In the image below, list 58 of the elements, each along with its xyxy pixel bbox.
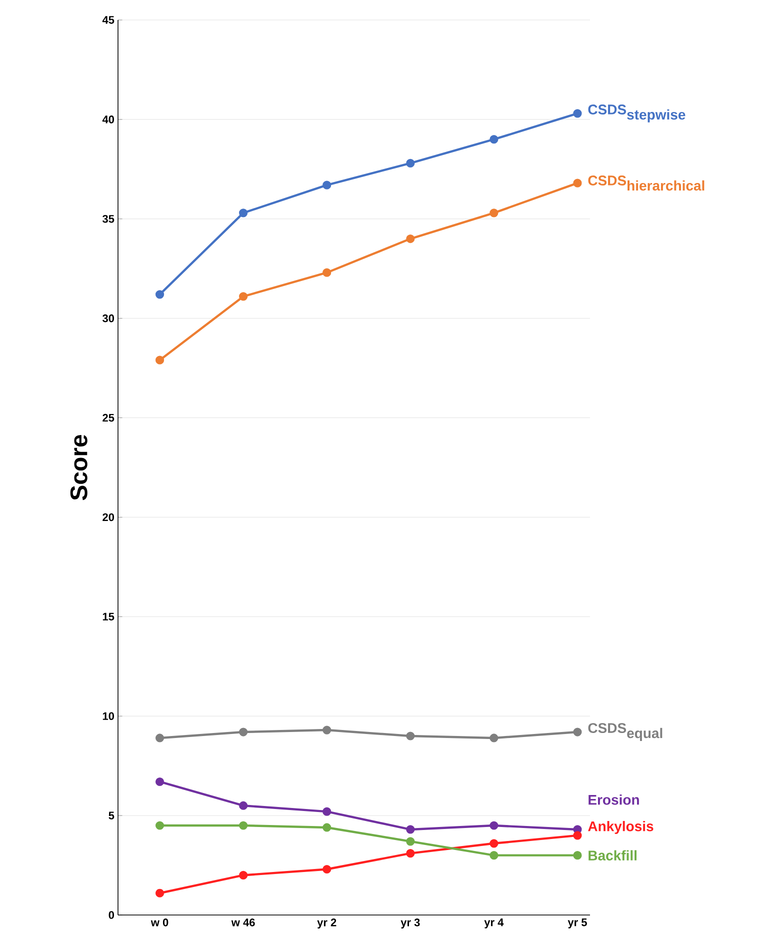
series-label: $\textbf{Backfill}$ — [588, 850, 636, 860]
point — [322, 864, 332, 874]
point — [406, 158, 415, 168]
point — [490, 821, 498, 830]
point — [573, 851, 582, 860]
point — [573, 178, 582, 188]
point — [406, 837, 415, 846]
point — [406, 732, 415, 740]
point — [490, 839, 498, 848]
x-tick-label: yr 5 — [568, 918, 587, 928]
y-tick-label: 5 — [108, 812, 114, 820]
x-tick-label: w 46 — [231, 918, 255, 926]
y-tick-label: 40 — [102, 116, 114, 124]
y-tick-label: 0 — [108, 911, 114, 919]
y-axis-title: Score — [70, 434, 88, 500]
point — [490, 734, 498, 742]
y-tick-label: 10 — [102, 712, 114, 720]
point — [322, 726, 332, 734]
point — [406, 234, 415, 244]
point — [322, 823, 332, 832]
text: $\textbf{Erosion}$ — [588, 794, 639, 805]
y-tick-label: 15 — [102, 612, 114, 621]
point — [239, 208, 248, 218]
point — [322, 807, 332, 816]
point — [155, 777, 164, 786]
point — [490, 851, 498, 860]
point — [406, 849, 415, 858]
point — [406, 825, 415, 834]
point — [490, 135, 498, 144]
point — [239, 728, 248, 736]
x-tick-label: yr 3 — [400, 918, 420, 928]
point — [239, 821, 248, 830]
point — [155, 356, 164, 364]
series-label: $\textbf{CSDS}_{\textbf{equal}}$ — [588, 723, 662, 741]
point — [322, 180, 332, 190]
y-tick-label: 25 — [102, 414, 114, 422]
series-label: $\textbf{CSDS}_{\textbf{hierarchical}}$ — [588, 176, 704, 191]
point — [239, 870, 248, 880]
y-tick-label: 35 — [102, 214, 114, 223]
point — [155, 821, 164, 830]
point — [155, 290, 164, 299]
point — [239, 292, 248, 301]
series-label: $\textbf{Ankylosis}$ — [588, 820, 654, 834]
series-label: $\textbf{CSDS}_{\textbf{stepwise}}$ — [588, 104, 686, 122]
y-tick-label: 30 — [102, 314, 114, 322]
x-tick-label: yr 2 — [317, 918, 336, 928]
point — [155, 734, 164, 742]
point — [490, 208, 498, 218]
y-tick-label: 20 — [102, 513, 114, 522]
y-tick-label: 45 — [102, 16, 114, 24]
x-tick-label: w 0 — [150, 918, 168, 926]
point — [239, 801, 248, 810]
point — [155, 888, 164, 898]
point — [573, 109, 582, 118]
point — [322, 268, 332, 277]
point — [573, 728, 582, 736]
x-tick-label: yr 4 — [484, 918, 504, 928]
point — [573, 831, 582, 840]
